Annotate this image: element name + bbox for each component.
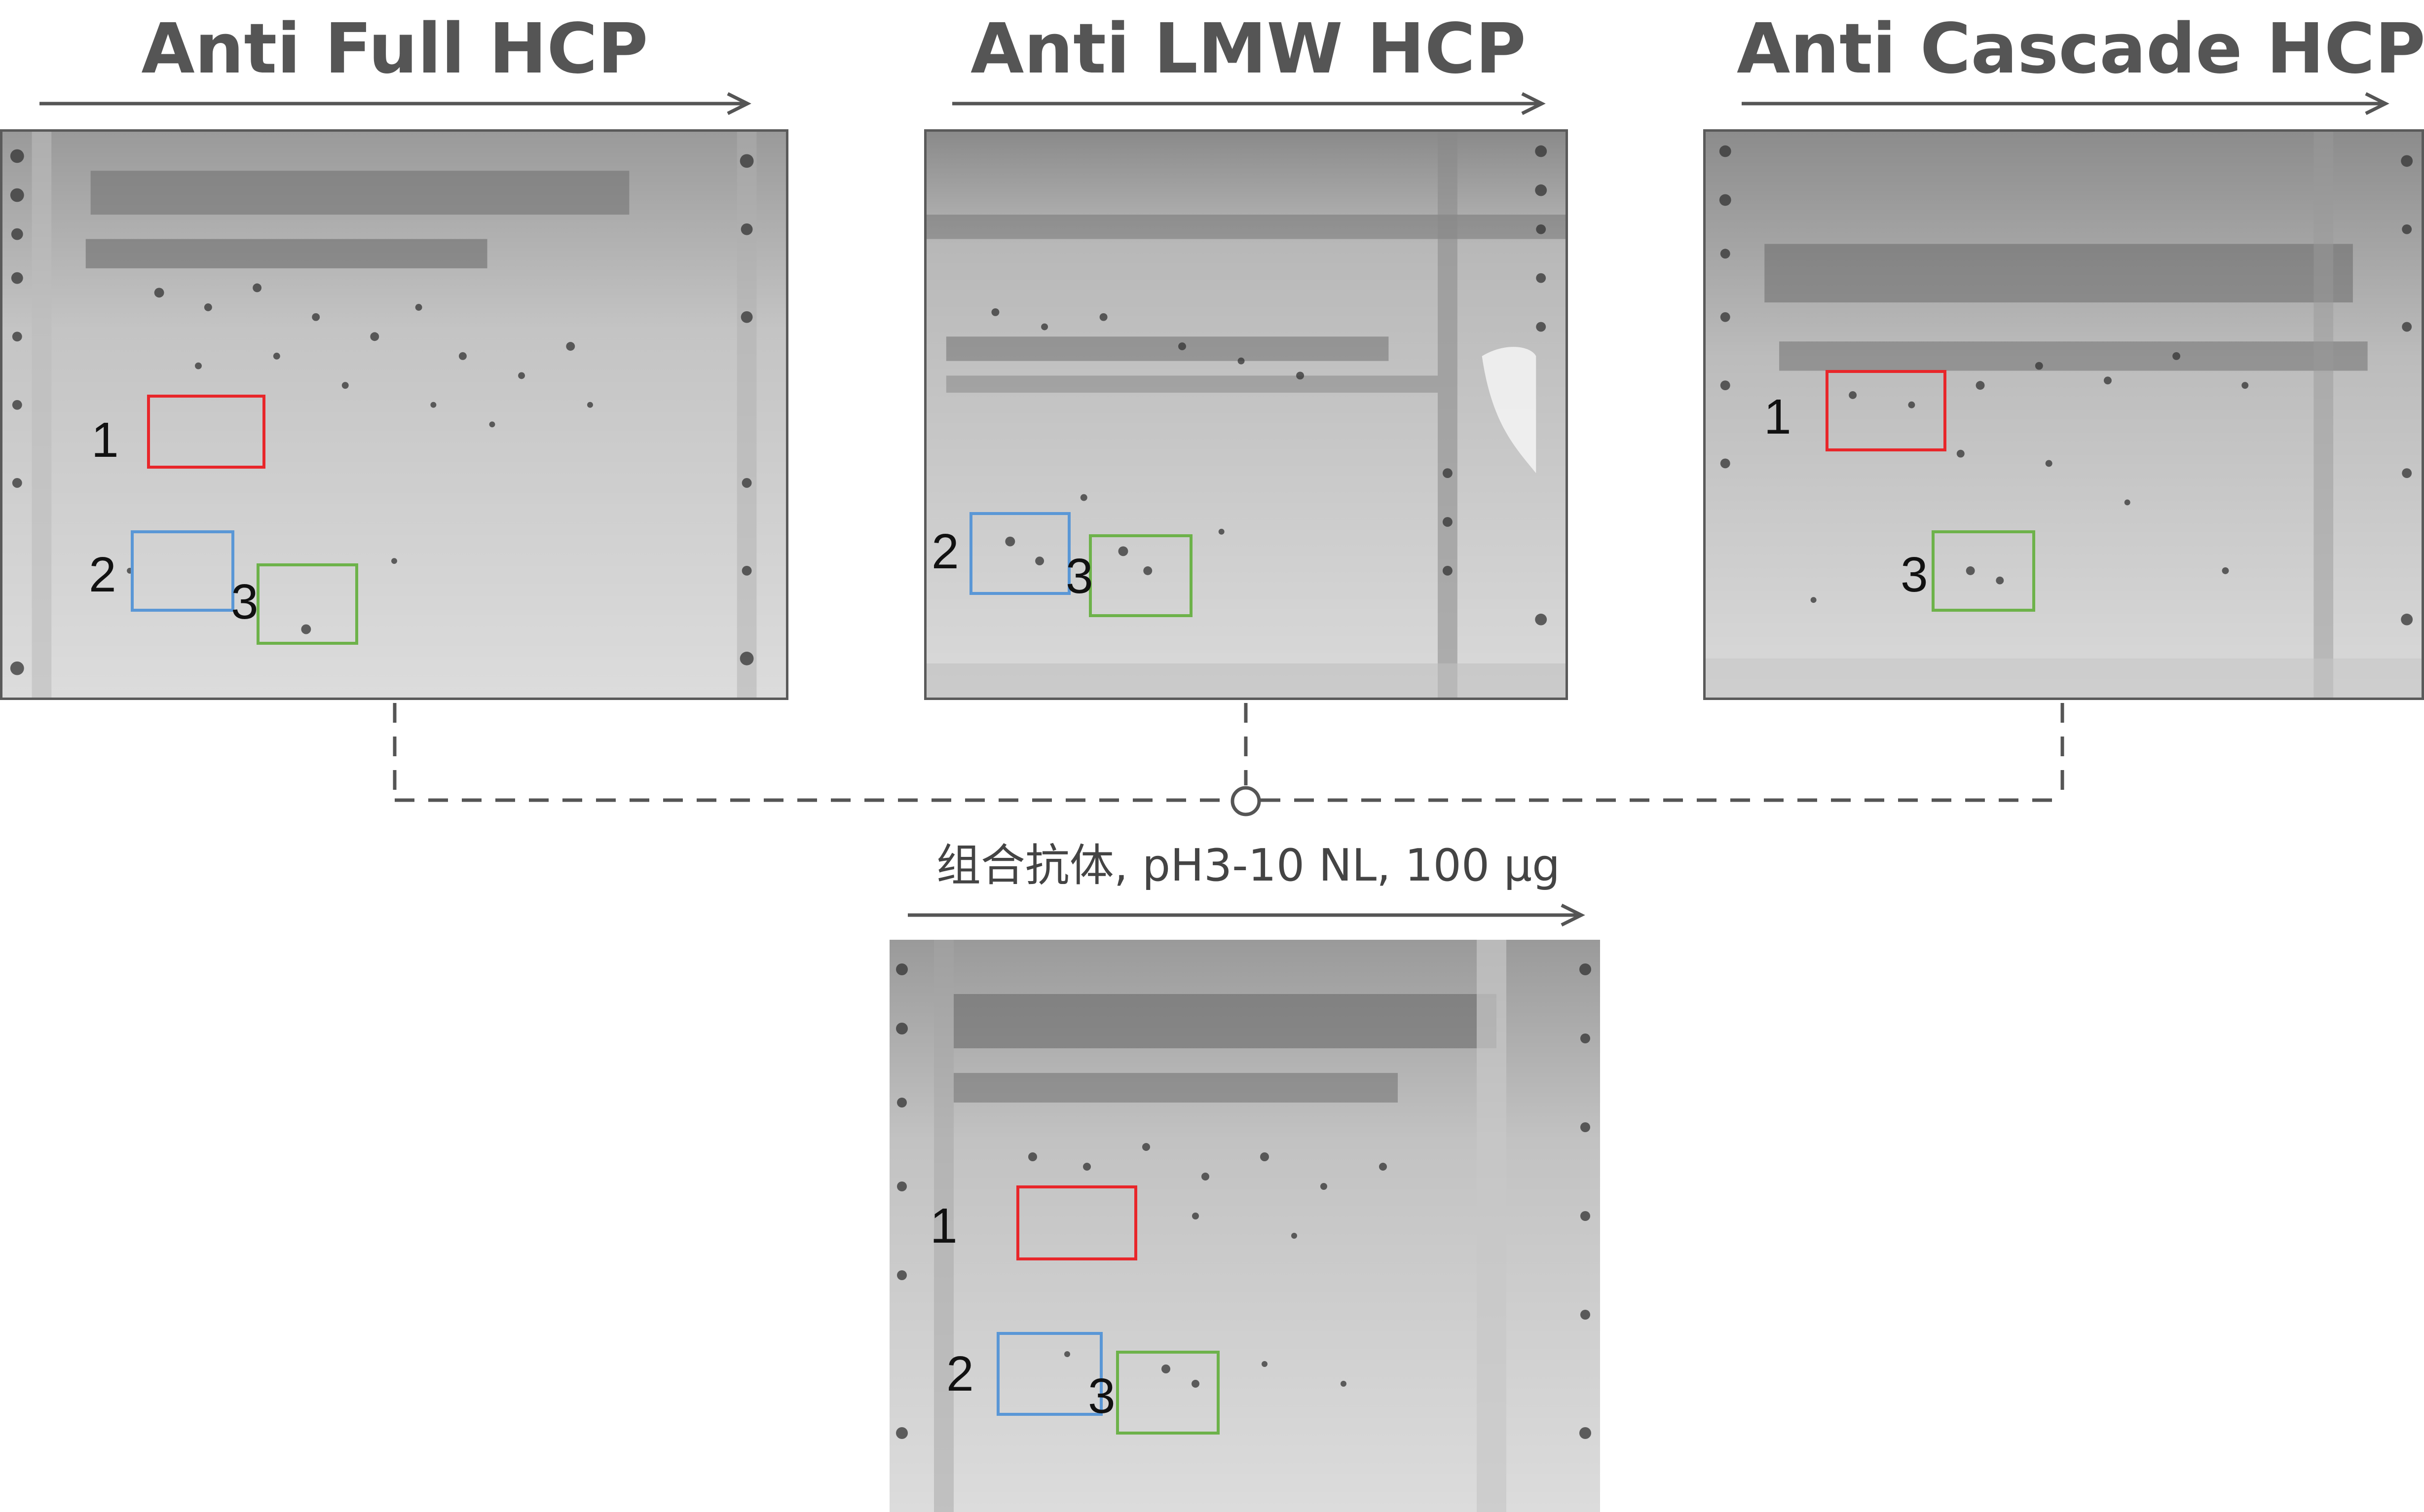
- gel-cascade-texture: [1706, 132, 2422, 698]
- region-box-2-combined: [997, 1332, 1103, 1416]
- panel-title-full: Anti Full HCP: [141, 9, 648, 89]
- connector-node-icon: [1231, 786, 1261, 816]
- region-box-2-full: [131, 530, 234, 612]
- combined-title: 组合抗体, pH3-10 NL, 100 µg: [936, 840, 1561, 891]
- arrow-full: [39, 92, 751, 115]
- region-label-3-cascade: 3: [1901, 547, 1928, 602]
- region-label-1-combined: 1: [930, 1198, 958, 1254]
- gel-combined-texture: [890, 940, 1600, 1512]
- region-label-3-full: 3: [231, 574, 259, 629]
- panel-title-lmw: Anti LMW HCP: [970, 9, 1526, 89]
- region-box-2-lmw: [970, 512, 1071, 595]
- arrow-combined: [908, 903, 1585, 927]
- gel-image-lmw: [924, 129, 1568, 700]
- region-label-2-lmw: 2: [932, 524, 959, 579]
- region-box-1-cascade: [1826, 370, 1946, 451]
- region-box-3-combined: [1116, 1351, 1220, 1435]
- region-label-1-cascade: 1: [1764, 389, 1791, 444]
- region-label-3-combined: 3: [1088, 1368, 1116, 1424]
- region-box-3-cascade: [1932, 530, 2035, 612]
- gel-full-texture: [2, 132, 786, 698]
- gel-image-full: [0, 129, 788, 700]
- region-label-2-full: 2: [89, 547, 116, 602]
- arrow-lmw: [952, 92, 1546, 115]
- gel-lmw-texture: [927, 132, 1566, 698]
- panel-title-cascade: Anti Cascade HCP: [1737, 9, 2424, 89]
- region-box-3-full: [257, 563, 358, 645]
- gel-image-combined: [890, 940, 1600, 1512]
- region-box-1-full: [147, 395, 265, 469]
- region-label-1-full: 1: [91, 412, 119, 468]
- region-box-1-combined: [1016, 1185, 1137, 1260]
- region-label-2-combined: 2: [946, 1346, 974, 1401]
- region-box-3-lmw: [1089, 534, 1193, 617]
- region-label-3-lmw: 3: [1066, 549, 1093, 604]
- arrow-cascade: [1742, 92, 2389, 115]
- gel-image-cascade: [1703, 129, 2424, 700]
